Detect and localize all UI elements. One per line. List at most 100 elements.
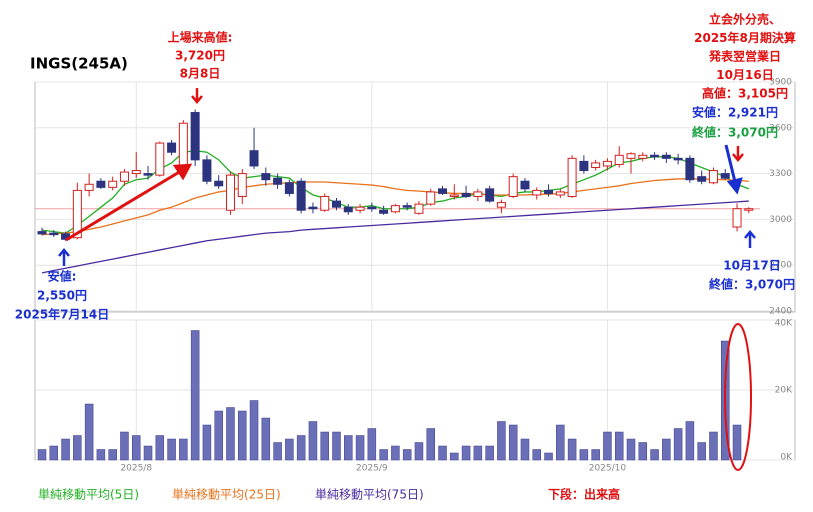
volume-bar	[143, 445, 153, 461]
volume-bar	[261, 417, 271, 461]
volume-bar	[214, 410, 223, 461]
annotation-text: 安値:	[48, 269, 77, 284]
annotation-text: 10月17日	[723, 259, 780, 273]
annotation-text: 8月8日	[180, 67, 221, 81]
candle-body	[485, 188, 495, 202]
volume-bar	[732, 424, 742, 461]
candle-body	[202, 159, 212, 182]
volume-bar	[532, 449, 542, 461]
volume-bar	[544, 452, 553, 461]
candle-body	[190, 112, 200, 161]
volume-bar	[450, 452, 459, 461]
arrows	[58, 88, 756, 266]
annotation-text: 高値：3,105円	[702, 86, 788, 101]
volume-bar	[238, 410, 247, 461]
volume-bar	[96, 449, 106, 461]
y-tick-label: 2400	[769, 307, 792, 317]
candle-body	[591, 162, 601, 168]
volume-bar	[709, 431, 718, 461]
candle-body	[744, 208, 754, 211]
volume-bar	[296, 435, 306, 461]
candle-body	[167, 142, 177, 153]
volume-bar	[155, 435, 165, 461]
candle-body	[178, 122, 188, 172]
annotation-text: 安値：2,921円	[692, 105, 778, 120]
x-tick-label: 2025/10	[589, 464, 627, 474]
candle-body	[332, 200, 341, 208]
candle-body	[602, 160, 612, 167]
volume-bar	[355, 435, 365, 461]
candle-body	[273, 177, 283, 185]
volume-bar	[662, 438, 671, 461]
volume-bar	[638, 442, 648, 461]
volume-bar	[485, 445, 494, 461]
annotation-text: 2025年7月14日	[15, 307, 109, 322]
candle-body	[320, 196, 330, 211]
volume-caption: 下段：出来高	[548, 487, 620, 502]
y-tick-label: 3600	[769, 123, 792, 133]
volume-bar	[650, 449, 659, 461]
volume-bar	[567, 438, 577, 461]
volume-bar	[626, 438, 636, 461]
candle-body	[638, 154, 648, 159]
candle-body	[96, 180, 106, 188]
candle-body	[84, 183, 94, 191]
volume-bar	[131, 435, 141, 461]
volume-bar	[249, 400, 259, 461]
legend-entry: 単純移動平均(75日)	[315, 488, 424, 502]
volume-bar	[108, 449, 117, 461]
annotation-text: 立会外分売、	[709, 12, 781, 27]
annotation-text: 10月16日	[716, 68, 773, 82]
volume-bar	[473, 445, 483, 461]
candle-body	[461, 192, 471, 198]
candle-body	[108, 180, 118, 188]
y-tick-label: 3000	[769, 215, 792, 225]
volume-bar	[367, 428, 377, 461]
volume-bar	[226, 407, 235, 461]
candle-body	[367, 206, 377, 210]
annotation-text: 2,550円	[37, 289, 87, 303]
volume-bar	[84, 403, 94, 461]
volume-bar	[603, 431, 612, 461]
candle-body	[414, 203, 424, 214]
x-tick-label: 2025/9	[356, 464, 388, 474]
volume-bar	[344, 435, 353, 461]
candle-body	[673, 157, 683, 161]
volume-bar	[167, 438, 176, 461]
candle-body	[614, 154, 624, 165]
volume-bar	[685, 421, 695, 461]
volume-bar	[332, 431, 341, 461]
annotation-text: 発表翌営業日	[708, 49, 781, 64]
candle-body	[308, 206, 318, 210]
volume-bar	[120, 431, 129, 461]
volume-bar	[202, 424, 212, 461]
legend-entry: 単純移動平均(25日)	[172, 488, 281, 502]
y-tick-label: 3300	[769, 169, 792, 179]
volume-bar	[402, 449, 412, 461]
candle-body	[438, 188, 448, 194]
volume-bar	[556, 424, 565, 461]
candle-body	[284, 182, 294, 194]
volume-bar	[179, 438, 188, 461]
candle-body	[72, 189, 82, 239]
candle-body	[143, 173, 153, 176]
volume-bar	[414, 442, 424, 461]
moving-average-line	[41, 178, 749, 236]
candle-body	[225, 174, 235, 211]
candle-body	[49, 232, 59, 236]
volume-bar	[508, 424, 518, 461]
candle-body	[355, 206, 365, 211]
volume-bar	[391, 445, 400, 461]
annotation-text: 終値：3,070円	[692, 125, 778, 140]
volume-bar	[438, 445, 447, 461]
candle-body	[402, 205, 412, 208]
price-panel	[34, 81, 796, 313]
candle-body	[532, 189, 542, 196]
volume-bar	[37, 449, 47, 461]
candle-body	[119, 171, 129, 182]
candle-body	[214, 180, 224, 187]
candle-body	[155, 142, 165, 176]
candle-body	[567, 157, 577, 197]
moving-average-line	[41, 200, 749, 274]
